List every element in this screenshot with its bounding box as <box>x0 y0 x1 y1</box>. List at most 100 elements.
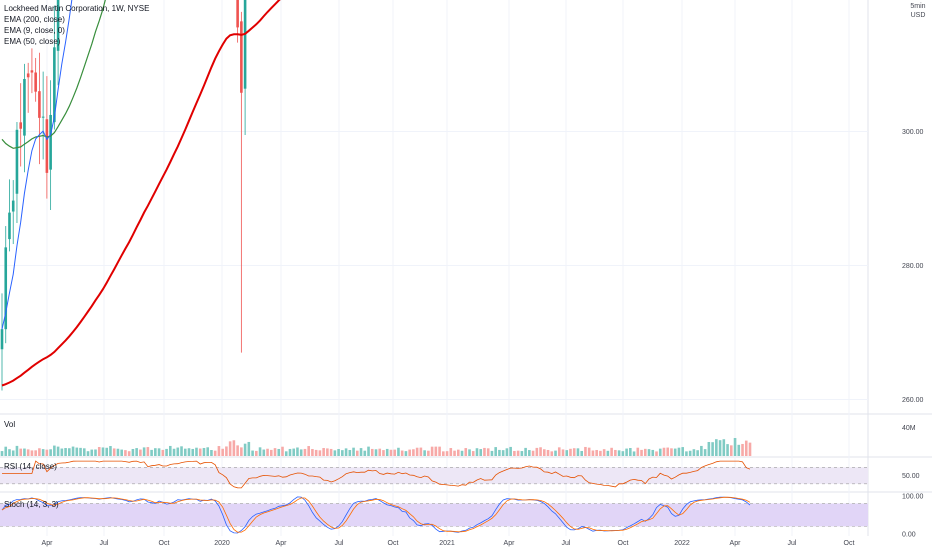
scale-unit-label: 5min <box>910 3 925 10</box>
volume-bar <box>722 439 726 456</box>
volume-bar <box>296 447 299 456</box>
volume-bar <box>703 449 707 456</box>
volume-bar <box>651 449 655 456</box>
volume-bar <box>621 451 625 456</box>
volume-pane-label[interactable]: Vol <box>4 420 16 429</box>
volume-bar <box>172 448 176 456</box>
volume-bar <box>169 445 172 456</box>
volume-bar <box>602 449 606 456</box>
volume-bar <box>131 448 135 456</box>
volume-bar <box>565 450 569 456</box>
volume-bar <box>15 445 19 456</box>
indicator-ema9-label[interactable]: EMA (9, close, 0) <box>4 26 65 35</box>
volume-bar <box>370 448 374 456</box>
volume-bar <box>385 448 389 456</box>
volume-bar <box>277 448 281 456</box>
volume-bar <box>86 451 90 456</box>
chart-legend: Lockheed Martin Corporation, 1W, NYSE EM… <box>4 3 149 47</box>
stoch-y-tick-high: 100.00 <box>902 493 924 500</box>
volume-bar <box>673 448 677 456</box>
volume-bar <box>45 449 49 456</box>
volume-bar <box>180 446 183 456</box>
volume-bar <box>251 450 254 456</box>
volume-bar <box>591 450 595 456</box>
volume-bar <box>640 449 643 456</box>
x-tick-label: 2021 <box>439 540 455 547</box>
x-tick-label: Apr <box>730 540 742 547</box>
volume-bar <box>554 450 557 456</box>
indicator-ema200-label[interactable]: EMA (200, close) <box>4 15 65 24</box>
volume-bar <box>483 447 486 456</box>
volume-bar <box>79 447 82 456</box>
rsi-band <box>0 467 868 484</box>
volume-bar <box>329 448 333 456</box>
chart-title[interactable]: Lockheed Martin Corporation, 1W, NYSE <box>4 4 150 13</box>
x-tick-label: Jul <box>335 540 344 547</box>
volume-bar <box>453 450 456 456</box>
volume-bar <box>561 449 565 456</box>
volume-bar <box>479 449 483 456</box>
volume-bar <box>599 450 602 456</box>
volume-bar <box>269 449 273 456</box>
volume-bar <box>49 449 52 456</box>
volume-bar <box>38 448 41 456</box>
volume-bar <box>400 450 404 456</box>
volume-bar <box>26 449 30 456</box>
volume-bar <box>94 449 97 456</box>
volume-bar <box>584 446 587 456</box>
volume-bar <box>576 448 580 456</box>
candle-body <box>34 72 37 92</box>
candle <box>23 63 26 173</box>
rsi-pane-label[interactable]: RSI (14, close) <box>4 462 57 471</box>
volume-bar <box>30 450 34 456</box>
volume-bar <box>711 442 714 456</box>
volume-bar <box>75 447 79 456</box>
volume-bar <box>326 448 329 456</box>
x-tick-label: Jul <box>788 540 797 547</box>
volume-bar <box>677 447 681 456</box>
volume-bar <box>210 450 213 456</box>
volume-bar <box>4 446 8 456</box>
volume-bar <box>120 449 123 456</box>
stoch-pane-label[interactable]: Stoch (14, 3, 3) <box>4 500 59 509</box>
volume-bar <box>34 450 37 456</box>
volume-bar <box>157 448 161 456</box>
volume-bar <box>60 448 64 456</box>
volume-bar <box>501 450 505 456</box>
stoch-k-line <box>1 496 751 534</box>
volume-bar <box>71 446 75 456</box>
volume-group <box>0 438 752 456</box>
volume-bar <box>733 438 737 456</box>
candle-body <box>53 47 56 123</box>
volume-bar <box>266 448 269 456</box>
volume-bar <box>423 450 426 456</box>
candle <box>38 52 41 165</box>
volume-bar <box>288 448 292 456</box>
x-tick-label: Oct <box>618 540 629 547</box>
volume-bar <box>228 441 232 456</box>
volume-bar <box>685 451 688 456</box>
volume-bar <box>718 440 722 456</box>
volume-bar <box>206 447 209 456</box>
y-tick-label: 300.00 <box>902 129 924 136</box>
indicator-ema50-label[interactable]: EMA (50, close) <box>4 37 61 46</box>
volume-bar <box>397 447 400 456</box>
x-tick-label: Apr <box>276 540 288 547</box>
volume-bar <box>97 447 101 456</box>
volume-bar <box>195 447 198 456</box>
volume-bar <box>393 449 396 456</box>
candles-group <box>0 0 247 391</box>
volume-bar <box>442 451 445 456</box>
volume-bar <box>505 448 509 456</box>
candle-body <box>236 0 239 28</box>
candle-body <box>243 0 247 89</box>
volume-bar <box>247 441 251 456</box>
volume-bar <box>531 450 535 456</box>
volume-bar <box>516 450 520 456</box>
volume-bar <box>543 449 546 456</box>
volume-bar <box>647 449 651 456</box>
volume-bar <box>146 447 150 456</box>
volume-bar <box>284 451 288 456</box>
